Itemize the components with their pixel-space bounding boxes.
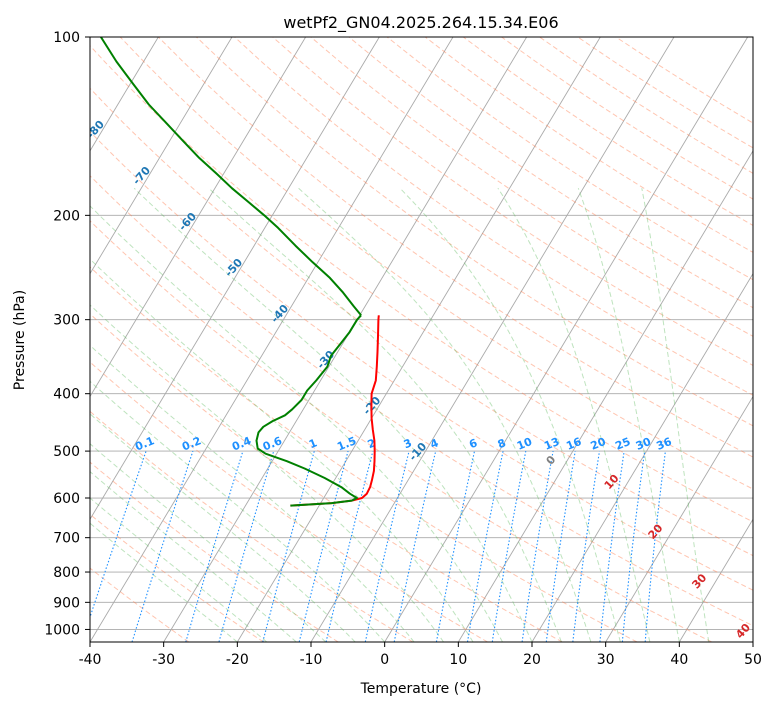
temperature-line <box>290 315 380 507</box>
x-tick-label: 50 <box>744 652 762 668</box>
isotherm-line <box>90 37 454 642</box>
moist-adiabat-line <box>90 205 503 642</box>
moist-adiabat-line <box>90 522 238 642</box>
y-tick-label: 600 <box>53 491 80 507</box>
moist-adiabat-line <box>641 188 710 642</box>
moist-adiabats-layer <box>90 187 710 642</box>
y-tick-label: 900 <box>53 595 80 611</box>
moist-adiabat-line <box>497 187 651 642</box>
moist-adiabat-line <box>90 443 327 642</box>
isotherm-line <box>310 37 675 642</box>
isotherm-line <box>605 395 753 642</box>
mixing-ratio-label: 8 <box>496 436 508 451</box>
dry-adiabat-line <box>310 37 753 337</box>
moist-adiabat-line <box>90 344 415 642</box>
moist-adiabat-line <box>133 187 533 642</box>
isotherm-line <box>678 518 753 642</box>
mixing-ratio-label: 1 <box>307 436 319 451</box>
dry-adiabat-line <box>90 313 563 642</box>
y-tick-label: 100 <box>53 30 80 46</box>
mixing-ratio-label: 10 <box>515 435 534 453</box>
x-tick-label: -40 <box>79 652 102 668</box>
mixing-ratio-label: 16 <box>564 435 583 453</box>
x-tick-label: 20 <box>523 652 541 668</box>
isotherm-line <box>90 37 233 275</box>
x-tick-label: -30 <box>152 652 175 668</box>
dry-adiabat-line <box>119 37 753 490</box>
isotherm-line <box>531 272 753 642</box>
mixing-ratio-label: 3 <box>402 436 414 451</box>
dry-adiabat-line <box>90 87 753 557</box>
moist-adiabat-line <box>90 380 386 642</box>
dry-adiabats-layer <box>90 37 753 642</box>
y-tick-label: 300 <box>53 313 80 329</box>
x-tick-label: 30 <box>597 652 615 668</box>
dry-adiabat-line <box>348 37 753 309</box>
mixing-ratio-label: 30 <box>634 435 653 453</box>
mixing-ratio-label: 13 <box>542 435 561 453</box>
dry-adiabat-line <box>90 513 264 642</box>
dewpoint-line <box>255 314 362 507</box>
mixing-ratio-line <box>262 450 315 642</box>
isotherm-line <box>163 37 528 642</box>
mixing-ratio-line <box>131 450 194 642</box>
x-axis-label: Temperature (°C) <box>360 681 482 697</box>
x-tick-label: 10 <box>449 652 467 668</box>
moist-adiabat-line <box>90 258 474 642</box>
y-tick-label: 1000 <box>44 622 80 638</box>
isotherm-line <box>90 37 380 521</box>
moist-adiabat-line <box>399 187 621 642</box>
y-axis-label: Pressure (hPa) <box>12 290 28 390</box>
isotherm-line <box>384 37 749 642</box>
isotherm-line <box>236 37 601 642</box>
y-tick-label: 500 <box>53 444 80 460</box>
y-tick-label: 400 <box>53 387 80 403</box>
moist-adiabat-line <box>90 471 297 642</box>
mixing-ratio-line <box>218 450 275 642</box>
profile-layer <box>100 37 380 507</box>
x-tick-label: 40 <box>670 652 688 668</box>
upper-profile-line <box>100 37 362 316</box>
x-tick-label: 0 <box>380 652 389 668</box>
mixing-ratio-line <box>393 450 437 642</box>
y-tick-label: 800 <box>53 565 80 581</box>
axes-frame <box>89 36 754 643</box>
mixing-ratio-label: 36 <box>655 435 674 453</box>
dry-adiabat-line <box>90 130 753 591</box>
mixing-ratio-line <box>298 450 349 642</box>
isotherm-line <box>457 150 753 642</box>
dry-adiabat-line <box>90 175 753 627</box>
moist-adiabat-line <box>208 187 562 642</box>
moist-adiabat-line <box>90 304 445 642</box>
dry-adiabat-line <box>90 220 712 642</box>
mixing-ratio-label: 20 <box>589 435 608 453</box>
mixing-ratio-layer <box>90 450 666 642</box>
mixing-ratio-label: 2 <box>366 436 378 451</box>
dry-adiabat-line <box>90 266 638 642</box>
x-tick-label: -10 <box>300 652 323 668</box>
mixing-ratio-line <box>364 450 410 642</box>
y-tick-label: 200 <box>53 208 80 224</box>
moist-adiabat-line <box>90 413 356 642</box>
isotherm-line <box>90 37 159 152</box>
mixing-ratio-line <box>185 450 244 642</box>
dry-adiabat-line <box>90 361 488 642</box>
moist-adiabat-line <box>577 188 680 642</box>
mixing-ratio-line <box>644 451 666 642</box>
mixing-ratio-line <box>325 450 374 642</box>
isotherm-line <box>90 37 307 398</box>
y-tick-label: 700 <box>53 531 80 547</box>
x-tick-label: -20 <box>226 652 249 668</box>
dry-adiabat-line <box>272 37 753 367</box>
dry-adiabat-line <box>157 37 753 458</box>
chart-title: wetPf2_GN04.2025.264.15.34.E06 <box>283 13 558 33</box>
x-axis: -40 -30 -20 -10 0 10 20 30 40 50 <box>79 642 762 668</box>
moist-adiabat-line <box>298 187 592 642</box>
mixing-ratio-label: 25 <box>613 435 632 453</box>
y-axis: 100 200 300 400 500 600 700 800 900 1000 <box>44 30 90 638</box>
grid-layer <box>90 37 753 642</box>
